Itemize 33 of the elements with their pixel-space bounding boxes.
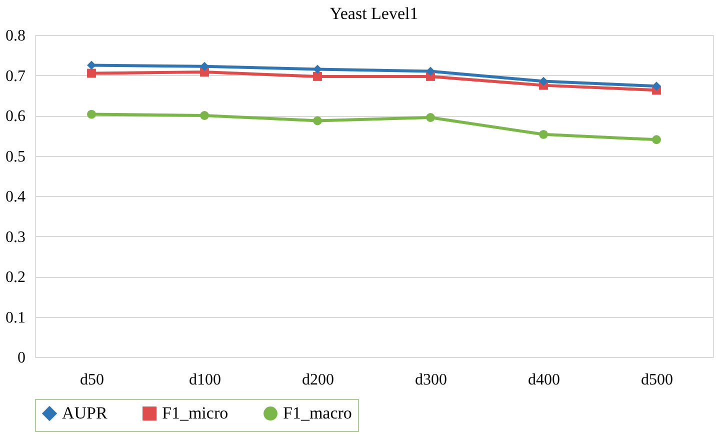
point (539, 76, 548, 86)
y-tick-label: 0 (18, 350, 26, 366)
point (200, 111, 209, 120)
point (87, 110, 96, 119)
y-tick-label: 0.4 (6, 188, 26, 206)
y-tick-label: 0.5 (6, 148, 26, 166)
legend-label: F1_macro (283, 404, 352, 423)
x-tick-label: d200 (302, 372, 334, 388)
point (652, 82, 661, 91)
y-tick-label: 0.7 (6, 68, 26, 85)
x-tick-label: d50 (80, 372, 104, 388)
chart-title: Yeast Level1 (330, 4, 418, 23)
y-tick-label: 0.2 (6, 269, 26, 286)
point (426, 66, 435, 76)
legend-label: F1_micro (162, 404, 228, 423)
point (87, 68, 96, 78)
legend-label: AUPR (62, 404, 108, 423)
point (200, 62, 209, 71)
point (426, 113, 435, 122)
point (313, 72, 322, 81)
x-tick-label: d300 (415, 372, 447, 388)
y-tick-label: 0.3 (6, 228, 26, 246)
y-tick-label: 0.6 (6, 108, 26, 125)
x-tick-label: d500 (641, 372, 673, 388)
point (652, 135, 661, 144)
x-tick-label: d100 (189, 372, 221, 388)
y-tick-label: 0.8 (6, 28, 26, 44)
point (313, 64, 322, 74)
point (539, 130, 548, 139)
point (313, 116, 322, 126)
y-tick-label: 0.1 (6, 309, 26, 326)
point (87, 60, 96, 70)
x-tick-label: d400 (528, 372, 560, 388)
